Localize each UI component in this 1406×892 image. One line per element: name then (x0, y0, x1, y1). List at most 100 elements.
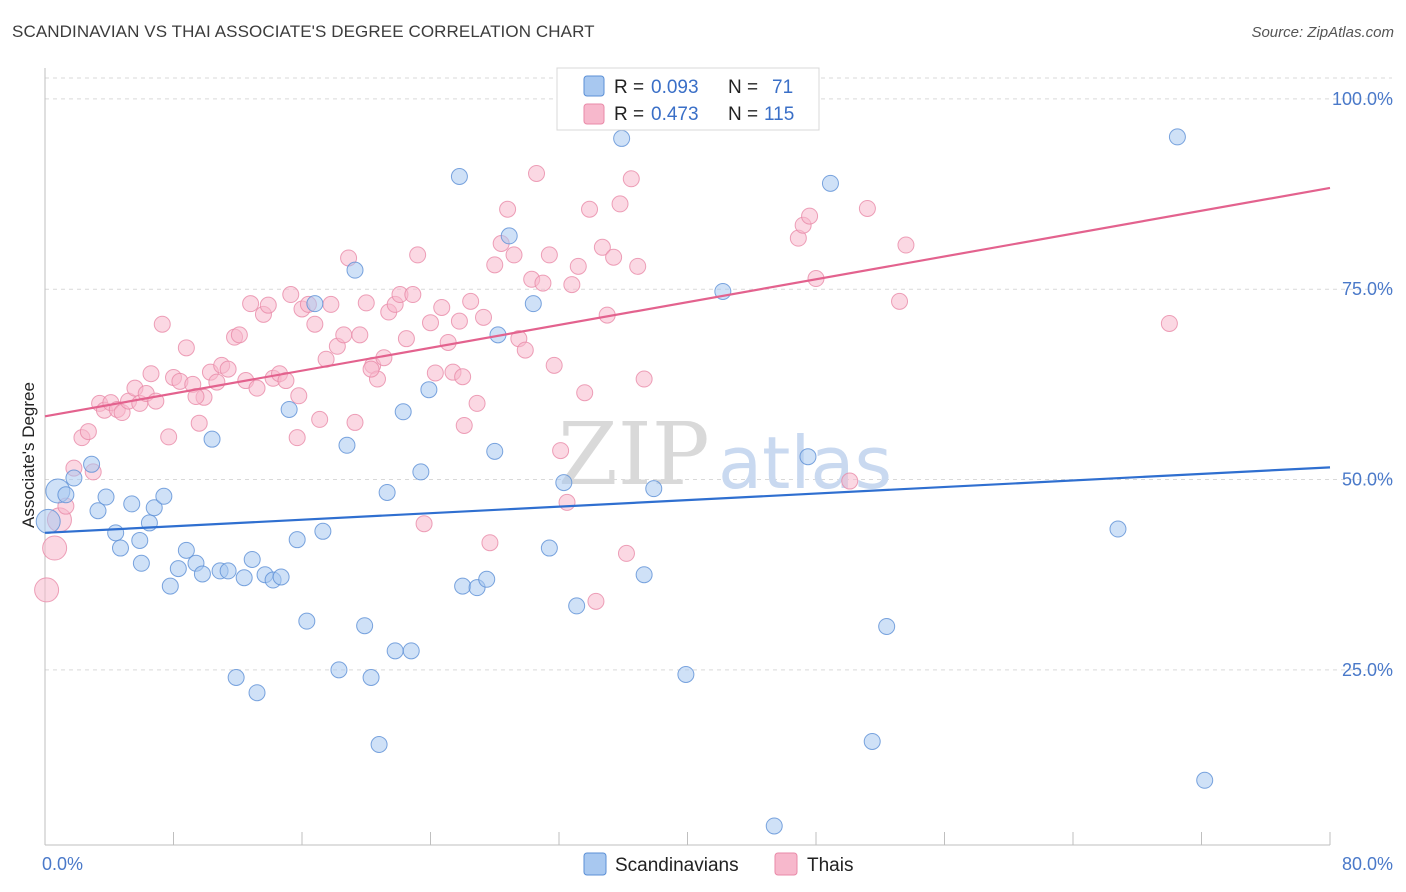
thai-point (404, 286, 422, 304)
scandinavian-point (123, 495, 141, 513)
scandinavian-point (155, 487, 173, 505)
scandinavian-point (145, 499, 163, 517)
thai-point (346, 413, 364, 431)
scandinavian-point (386, 642, 404, 660)
legend-n-label: N = (728, 77, 758, 98)
thai-point (351, 326, 369, 344)
scandinavian-point (677, 665, 695, 683)
thai-point (454, 368, 472, 386)
legend-swatch-thais (583, 103, 605, 125)
legend-n-value: 115 (764, 104, 794, 125)
scandinavian-point (540, 539, 558, 557)
thai-point (219, 360, 237, 378)
thai-point (190, 414, 208, 432)
thai-point (540, 246, 558, 264)
thai-point (528, 164, 546, 182)
legend-swatch-scandinavians (583, 75, 605, 97)
scandinavian-point (346, 261, 364, 279)
legend-n-value: 71 (772, 77, 793, 98)
scandinavian-point (203, 430, 221, 448)
scandinavian-point (1196, 771, 1214, 789)
thai-point (635, 370, 653, 388)
scandinavian-point (65, 469, 83, 487)
legend-swatch-thais (774, 852, 798, 876)
thai-point (558, 493, 576, 511)
thai-point (576, 384, 594, 402)
legend-r-value: 0.093 (651, 77, 699, 98)
source-label: Source: ZipAtlas.com (1251, 24, 1394, 41)
scandinavian-point (338, 436, 356, 454)
thai-point (422, 314, 439, 332)
scandinavian-point (235, 569, 253, 587)
thai-point (79, 423, 97, 441)
scandinavian-point (169, 560, 187, 578)
thai-point (617, 544, 635, 562)
x-tick-label: 80.0% (1342, 854, 1393, 874)
axes (44, 68, 1331, 846)
scandinavian-points (35, 128, 1214, 835)
thai-point (362, 360, 380, 378)
thai-point (230, 326, 248, 344)
scandinavian-point (248, 684, 266, 702)
scandinavian-point (799, 448, 817, 466)
thai-point (563, 276, 581, 294)
thai-point (581, 200, 599, 218)
scandinavian-point (356, 617, 374, 635)
scandinavian-point (161, 577, 179, 595)
scandinavian-point (1109, 520, 1127, 538)
y-tick-label: 100.0% (1332, 89, 1393, 109)
scandinavian-point (394, 403, 412, 421)
scandinavian-point (132, 554, 150, 572)
scandinavian-point (306, 295, 324, 313)
thai-points (34, 164, 1178, 610)
thai-point (433, 298, 451, 316)
thai-trend-line (44, 186, 1331, 418)
thai-point (611, 195, 629, 213)
thai-point (629, 257, 647, 275)
scandinavian-point (402, 642, 420, 660)
scandinavian-point (486, 442, 504, 460)
thai-point (891, 292, 909, 310)
thai-point (335, 326, 353, 344)
scandinavian-point (227, 668, 245, 686)
scandinavian-point (863, 732, 881, 750)
scandinavian-point (330, 661, 348, 679)
legend-label-thais: Thais (807, 855, 853, 876)
scandinavian-point (878, 617, 896, 635)
thai-point (486, 256, 504, 274)
thai-point (177, 339, 195, 357)
thai-point (160, 428, 178, 446)
legend-n-label: N = (728, 104, 758, 125)
chart-title: SCANDINAVIAN VS THAI ASSOCIATE'S DEGREE … (12, 22, 595, 41)
scandinavian-point (821, 174, 839, 192)
scandinavian-point (500, 227, 518, 245)
thai-point (516, 341, 534, 359)
scandinavian-point (35, 508, 61, 534)
scandinavian-point (765, 817, 783, 835)
thai-point (475, 308, 493, 326)
scandinavian-point (280, 400, 298, 418)
y-axis-label: Associate's Degree (19, 382, 38, 528)
thai-point (481, 534, 499, 552)
y-tick-label: 75.0% (1342, 279, 1393, 299)
thai-point (455, 416, 473, 434)
thai-point (415, 515, 433, 533)
thai-point (499, 200, 517, 218)
scandinavian-point (219, 562, 237, 580)
scandinavian-point (555, 474, 573, 492)
x-tick-label: 0.0% (42, 854, 83, 874)
thai-point (593, 238, 611, 256)
y-tick-labels: 25.0% 50.0% 75.0% 100.0% (1332, 89, 1393, 680)
scandinavian-point (298, 612, 316, 630)
scandinavian-point (524, 295, 542, 313)
scandinavian-point (568, 597, 586, 615)
thai-point (569, 257, 587, 275)
thai-point (397, 330, 415, 348)
thai-point (242, 295, 260, 313)
thai-point (1160, 314, 1178, 332)
thai-point (605, 248, 623, 266)
scandinavian-point (57, 486, 75, 504)
scandinavian-point (412, 463, 430, 481)
scandinavian-point (420, 381, 438, 399)
thai-point (409, 246, 427, 264)
